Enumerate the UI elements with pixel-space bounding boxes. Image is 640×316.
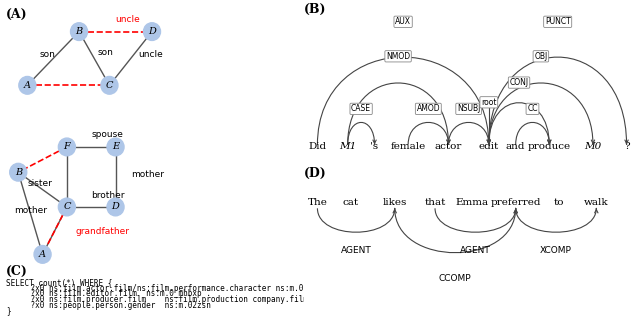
Text: likes: likes — [383, 198, 407, 207]
Text: M1: M1 — [339, 142, 356, 151]
Text: ?x0 ns:film.editor.film  ns:m.0_mhbxp .: ?x0 ns:film.editor.film ns:m.0_mhbxp . — [12, 289, 211, 298]
Text: (A): (A) — [6, 8, 28, 21]
Text: XCOMP: XCOMP — [540, 246, 572, 255]
Text: ?x0 ns:people.person.gender  ns:m.02zsn: ?x0 ns:people.person.gender ns:m.02zsn — [12, 301, 211, 310]
Text: and: and — [506, 142, 525, 151]
Text: edit: edit — [479, 142, 499, 151]
Circle shape — [143, 23, 161, 40]
Text: 's: 's — [371, 142, 379, 151]
Text: B: B — [76, 27, 83, 36]
Circle shape — [107, 198, 124, 216]
Text: uncle: uncle — [115, 15, 140, 24]
Text: D: D — [148, 27, 156, 36]
Text: }: } — [6, 307, 11, 315]
Circle shape — [107, 138, 124, 156]
Text: sister: sister — [28, 179, 52, 188]
Text: OBJ: OBJ — [534, 52, 547, 61]
Text: NSUBJ: NSUBJ — [457, 104, 481, 113]
Text: (B): (B) — [304, 3, 326, 16]
Text: C: C — [63, 203, 70, 211]
Text: actor: actor — [435, 142, 462, 151]
Text: preferred: preferred — [490, 198, 541, 207]
Circle shape — [19, 76, 36, 94]
Text: grandfather: grandfather — [76, 227, 130, 236]
Text: brother: brother — [92, 191, 125, 199]
Text: mother: mother — [131, 170, 164, 179]
Text: A: A — [39, 250, 46, 259]
Text: The: The — [307, 198, 328, 207]
Text: AUX: AUX — [395, 17, 411, 26]
Circle shape — [10, 163, 27, 181]
Text: AGENT: AGENT — [460, 246, 491, 255]
Text: produce: produce — [528, 142, 571, 151]
Text: to: to — [554, 198, 564, 207]
Text: uncle: uncle — [138, 50, 163, 59]
Text: B: B — [15, 168, 22, 177]
Text: walk: walk — [584, 198, 609, 207]
Circle shape — [58, 138, 76, 156]
Text: F: F — [63, 143, 70, 151]
Text: son: son — [40, 50, 56, 59]
Text: that: that — [424, 198, 445, 207]
Text: D: D — [111, 203, 120, 211]
Circle shape — [34, 246, 51, 263]
Text: CASE: CASE — [351, 104, 371, 113]
Circle shape — [70, 23, 88, 40]
Text: son: son — [97, 48, 113, 57]
Text: (C): (C) — [6, 265, 28, 278]
Text: CONJ: CONJ — [509, 78, 529, 87]
Text: CC: CC — [527, 104, 538, 113]
Text: (D): (D) — [304, 167, 327, 180]
Text: CCOMP: CCOMP — [439, 274, 472, 283]
Circle shape — [58, 198, 76, 216]
Text: PUNCT: PUNCT — [545, 17, 570, 26]
Text: M0: M0 — [584, 142, 602, 151]
Circle shape — [101, 76, 118, 94]
Text: C: C — [106, 81, 113, 90]
Text: SELECT count(*) WHERE {: SELECT count(*) WHERE { — [6, 278, 113, 287]
Text: cat: cat — [343, 198, 359, 207]
Text: ?x0 ns:film.actor.film/ns:film.performance.character ns:m.011n3hs6 .: ?x0 ns:film.actor.film/ns:film.performan… — [12, 284, 345, 293]
Text: A: A — [24, 81, 31, 90]
Text: root: root — [481, 98, 497, 107]
Text: female: female — [390, 142, 426, 151]
Text: AGENT: AGENT — [340, 246, 371, 255]
Text: spouse: spouse — [92, 131, 123, 139]
Text: mother: mother — [13, 206, 47, 215]
Text: Emma: Emma — [456, 198, 488, 207]
Text: NMOD: NMOD — [386, 52, 410, 61]
Text: ?x0 ns:film.producer.film    ns:film.production company.films ns:m.0 mhbxp: ?x0 ns:film.producer.film ns:film.produc… — [12, 295, 373, 304]
Text: E: E — [112, 143, 119, 151]
Text: Did: Did — [308, 142, 326, 151]
Text: AMOD: AMOD — [417, 104, 440, 113]
Text: ?: ? — [624, 142, 629, 151]
